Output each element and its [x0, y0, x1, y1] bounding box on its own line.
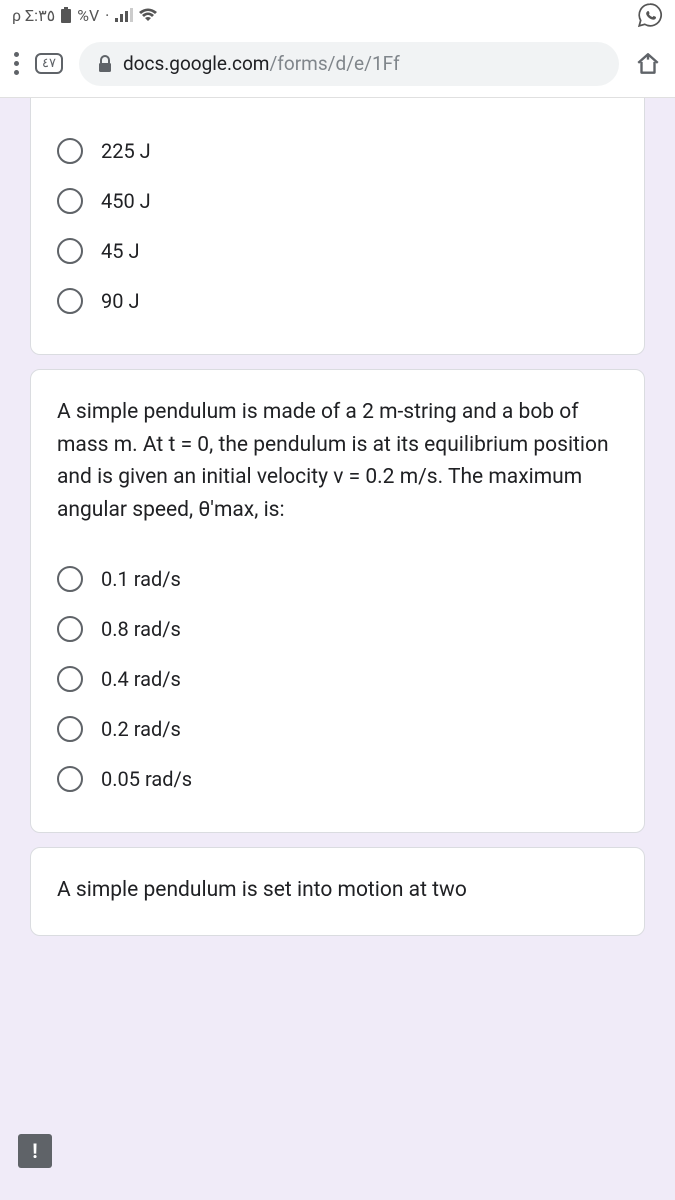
option-label: 90 J	[101, 289, 139, 313]
status-bar: ρ Σ:٣٥ %V ·	[0, 0, 675, 30]
option-label: 0.1 rad/s	[101, 567, 181, 591]
home-icon[interactable]	[635, 51, 661, 77]
battery-text: %V	[77, 6, 99, 25]
menu-icon[interactable]	[14, 52, 19, 75]
question-card-2: A simple pendulum is made of a 2 m-strin…	[30, 369, 645, 833]
status-right	[637, 2, 663, 28]
url-path: /forms/d/e/1Ff	[269, 52, 399, 75]
option-label: 45 J	[101, 239, 139, 263]
option-row[interactable]: 450 J	[57, 176, 618, 226]
option-row[interactable]: 0.1 rad/s	[57, 554, 618, 604]
status-dot: ·	[105, 6, 109, 25]
option-row[interactable]: 0.4 rad/s	[57, 654, 618, 704]
option-label: 225 J	[101, 139, 151, 163]
lock-icon	[97, 55, 113, 73]
option-label: 0.4 rad/s	[101, 667, 181, 691]
browser-bar: ٤٧ docs.google.com/forms/d/e/1Ff	[0, 30, 675, 98]
option-row[interactable]: 0.2 rad/s	[57, 704, 618, 754]
status-clock: ρ Σ:٣٥	[12, 6, 55, 25]
radio-icon[interactable]	[57, 666, 83, 692]
option-row[interactable]: 90 J	[57, 276, 618, 326]
radio-icon[interactable]	[57, 766, 83, 792]
whatsapp-icon[interactable]	[637, 2, 663, 28]
option-label: 0.2 rad/s	[101, 717, 181, 741]
radio-icon[interactable]	[57, 238, 83, 264]
tab-count-badge[interactable]: ٤٧	[35, 53, 63, 74]
question-card-1: 225 J 450 J 45 J 90 J	[30, 98, 645, 355]
question-card-3: A simple pendulum is set into motion at …	[30, 847, 645, 936]
exclamation-icon: !	[32, 1139, 37, 1163]
question-text: A simple pendulum is made of a 2 m-strin…	[57, 396, 618, 526]
battery-icon	[61, 7, 71, 23]
option-row[interactable]: 45 J	[57, 226, 618, 276]
form-content: 225 J 450 J 45 J 90 J A simple pendulum …	[0, 98, 675, 936]
radio-icon[interactable]	[57, 716, 83, 742]
url-bar[interactable]: docs.google.com/forms/d/e/1Ff	[79, 42, 619, 86]
question-text: A simple pendulum is set into motion at …	[57, 874, 618, 907]
option-row[interactable]: 0.8 rad/s	[57, 604, 618, 654]
radio-icon[interactable]	[57, 188, 83, 214]
wifi-icon	[139, 8, 157, 22]
radio-icon[interactable]	[57, 566, 83, 592]
report-problem-button[interactable]: !	[18, 1134, 52, 1168]
option-label: 0.8 rad/s	[101, 617, 181, 641]
option-label: 450 J	[101, 189, 151, 213]
radio-icon[interactable]	[57, 138, 83, 164]
radio-icon[interactable]	[57, 288, 83, 314]
signal-icon	[115, 8, 133, 22]
url-host: docs.google.com	[123, 52, 269, 75]
option-row[interactable]: 0.05 rad/s	[57, 754, 618, 804]
radio-icon[interactable]	[57, 616, 83, 642]
option-label: 0.05 rad/s	[101, 767, 192, 791]
status-left: ρ Σ:٣٥ %V ·	[12, 6, 157, 25]
option-row[interactable]: 225 J	[57, 126, 618, 176]
